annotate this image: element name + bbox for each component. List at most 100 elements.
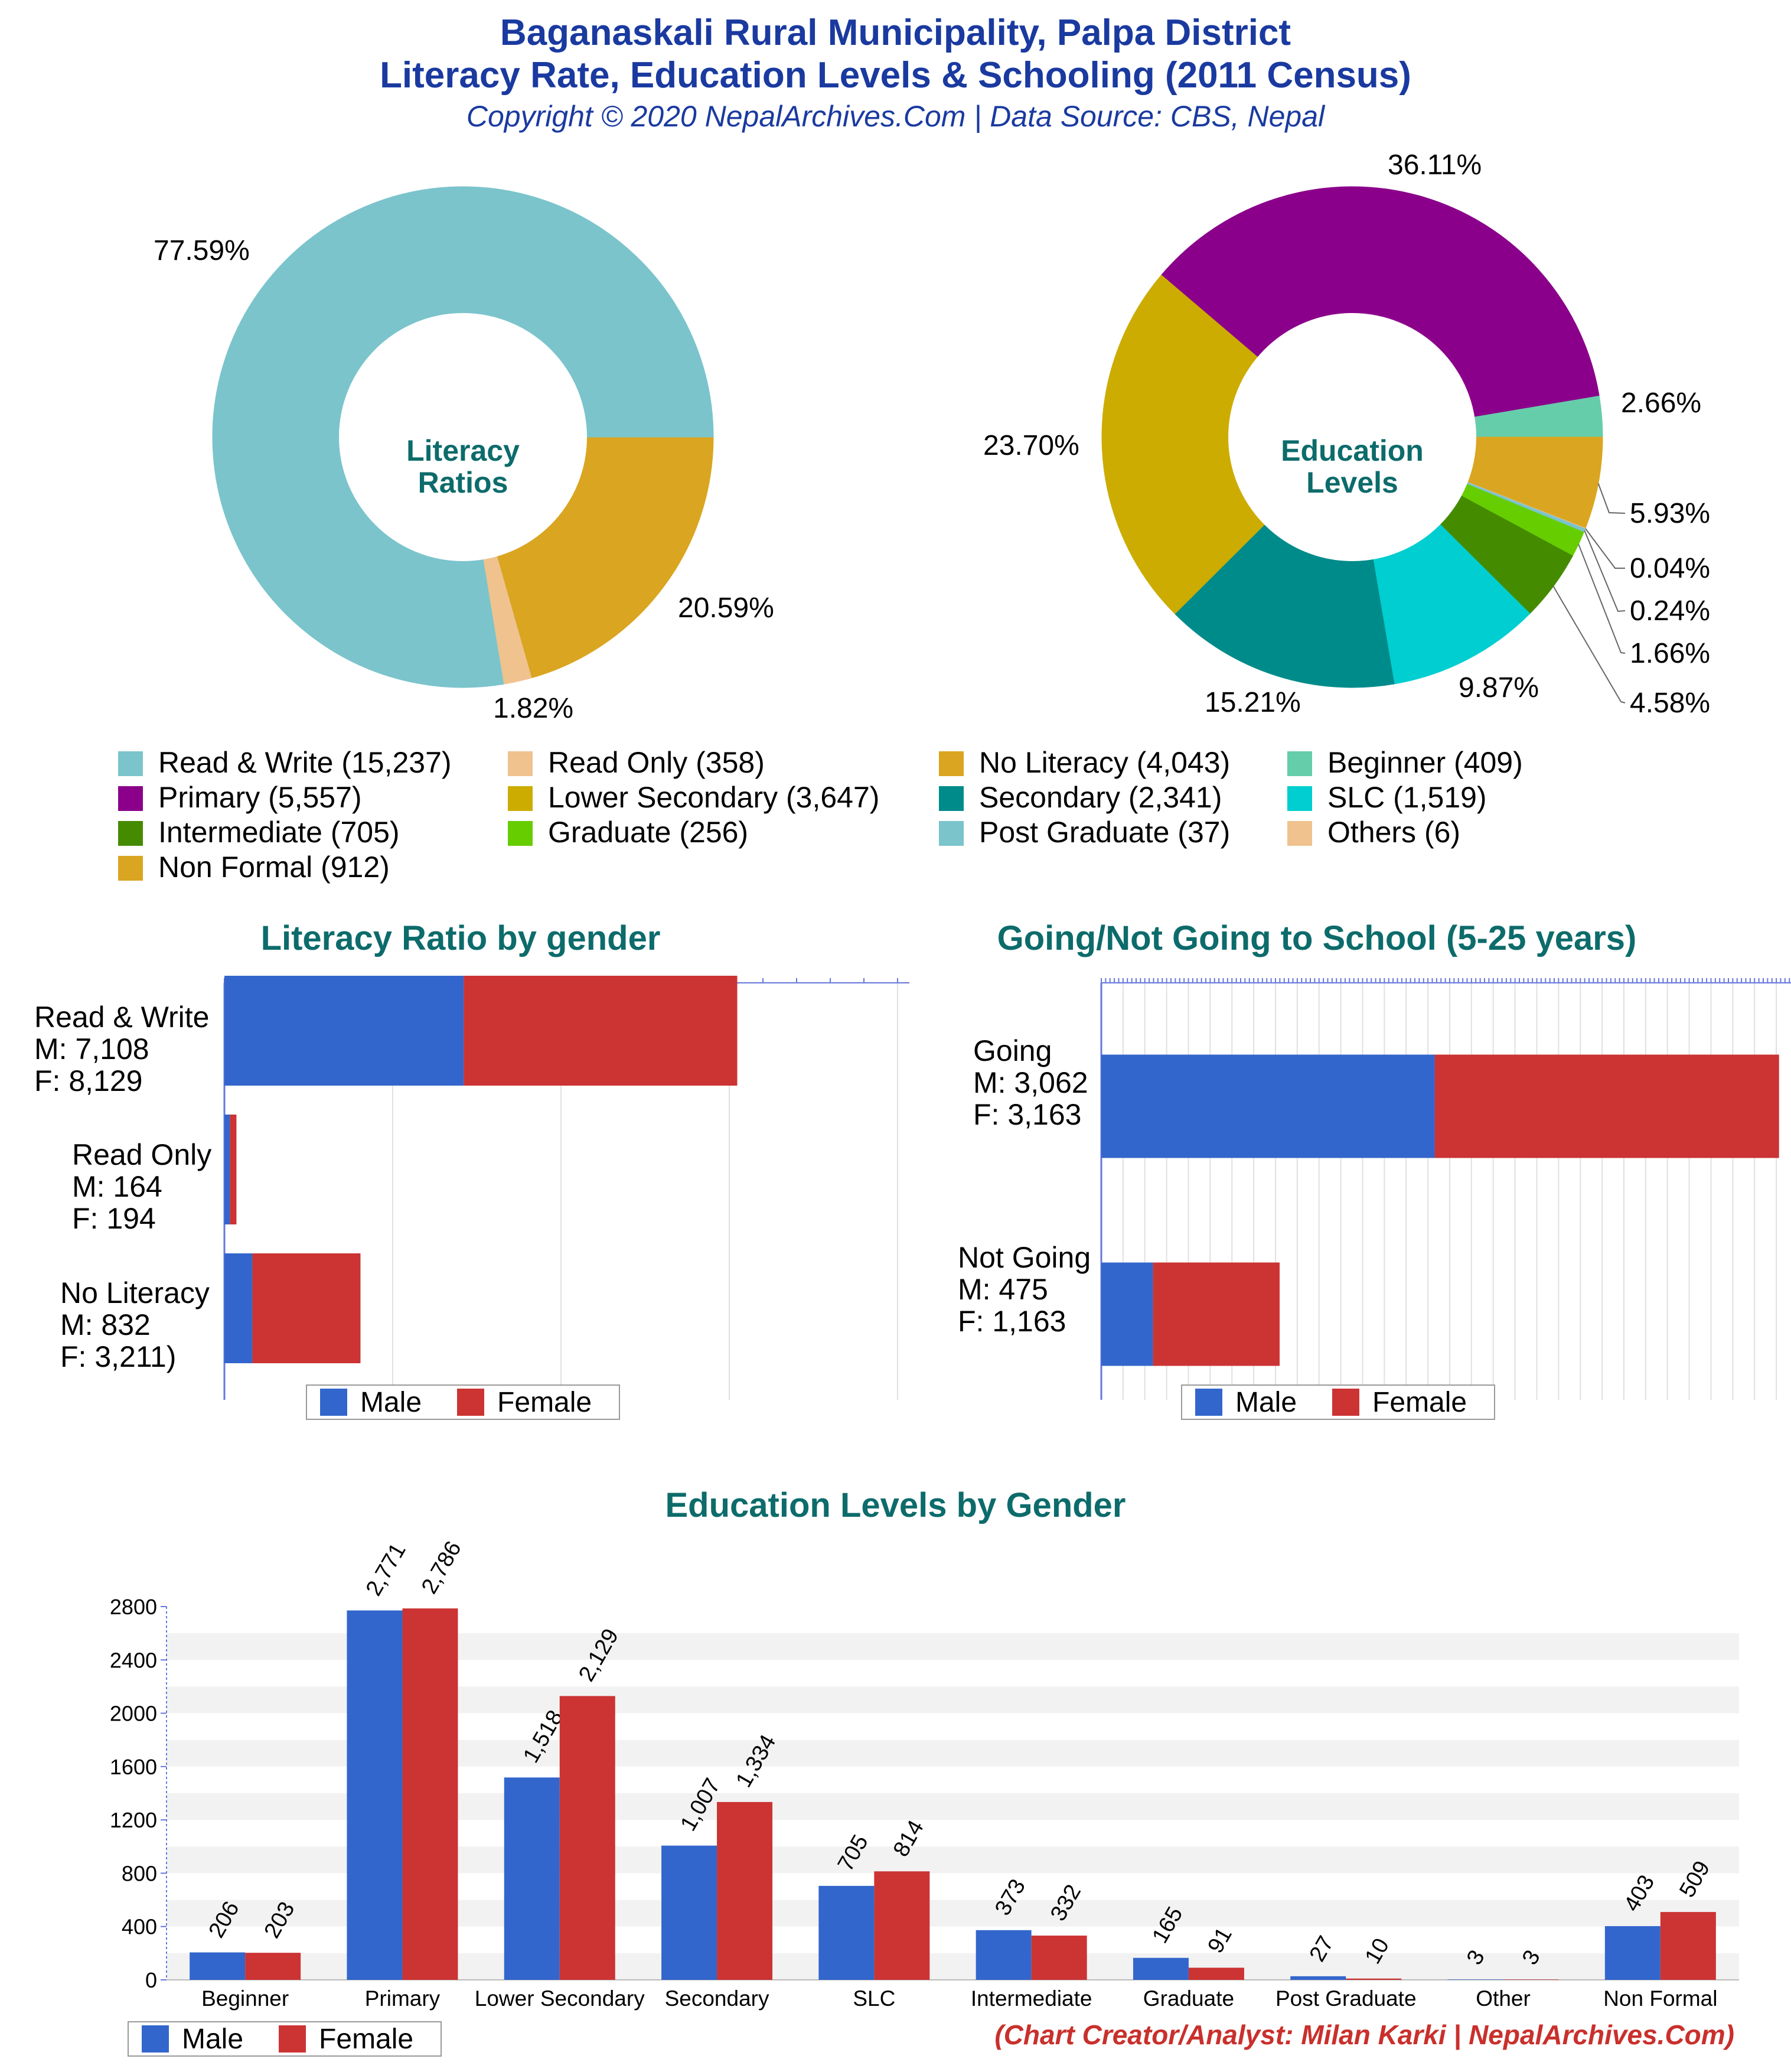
category-label-read-write: Read & Write M: 7,108 F: 8,129 [34,1001,210,1097]
y-tick-label: 2800 [110,1595,157,1619]
slice-label-no-literacy: 20.59% [678,592,774,624]
data-label-female-primary: 2,786 [417,1537,466,1598]
bar-male-intermediate [976,1930,1032,1980]
legend-item-lower-secondary: Lower Secondary (3,647) [508,780,879,815]
bar-male-not-going [1101,1262,1153,1366]
bar-female-primary [402,1608,458,1980]
bar-male-no-literacy [224,1253,253,1363]
legend-swatch [118,856,143,881]
school-going-chart [1100,978,1791,1400]
school-going-title: Going/Not Going to School (5-25 years) [997,919,1637,957]
slice-label-slc: 9.87% [1459,672,1539,703]
bar-male-beginner [190,1952,246,1980]
education-gender-legend: Male Female [128,2021,442,2057]
school-going-legend: Male Female [1181,1384,1495,1420]
x-tick-label-secondary: Secondary [665,1986,769,2011]
legend-label: No Literacy (4,043) [979,746,1231,779]
legend-item-post-graduate: Post Graduate (37) [939,815,1230,849]
category-label-going: Going M: 3,062 F: 3,163 [973,1034,1088,1131]
education-gender-title: Education Levels by Gender [665,1486,1126,1524]
legend-swatch [118,821,143,846]
bar-male-primary [347,1610,403,1980]
legend-label: Graduate (256) [548,816,749,849]
legend-swatch [508,821,533,846]
bar-female-going [1434,1054,1779,1158]
donut-center-label: Ratios [418,466,508,499]
y-tick-label: 2400 [110,1648,157,1672]
x-tick-label-intermediate: Intermediate [971,1986,1092,2011]
bar-female-no-literacy [252,1253,361,1363]
x-tick-label-non-formal: Non Formal [1603,1986,1717,2011]
chart-credit: (Chart Creator/Analyst: Milan Karki | Ne… [994,2019,1734,2050]
leader-line-intermediate [1552,586,1626,703]
bar-female-beginner [245,1953,301,1980]
category-label-not-going: Not Going M: 475 F: 1,163 [958,1241,1091,1338]
category-label-no-literacy: No Literacy M: 832 F: 3,211) [60,1276,210,1373]
data-label-female-graduate: 91 [1203,1923,1237,1957]
bar-male-going [1101,1054,1435,1158]
male-swatch [320,1389,347,1416]
bar-female-post-graduate [1346,1978,1402,1980]
leader-line-non-formal [1597,483,1626,514]
legend-item-primary: Primary (5,557) [118,780,362,815]
bar-female-read-write [464,976,738,1086]
male-legend-label: Male [182,2023,244,2055]
education-levels-donut: 2.66% 5.93% 0.04% 0.24% 1.66% 4.58% 9.87% 15.21… [983,149,1710,719]
legend-swatch [118,786,143,811]
x-tick-label-graduate: Graduate [1143,1986,1234,2011]
legend-label: Primary (5,557) [158,781,362,814]
legend-swatch [939,786,964,811]
legend-item-slc: SLC (1,519) [1287,780,1487,815]
female-legend-label: Female [1372,1386,1467,1418]
bar-female-read-only [230,1115,237,1224]
bar-male-slc [818,1885,875,1980]
legend-label: Secondary (2,341) [979,781,1222,814]
bar-female-non-formal [1660,1912,1716,1980]
female-legend-label: Female [319,2023,414,2055]
x-tick-label-beginner: Beginner [201,1986,289,2011]
y-tick-label: 800 [122,1861,157,1885]
slice-label-non-formal: 5.93% [1630,498,1710,529]
bar-female-intermediate [1031,1936,1087,1980]
legend-label: Lower Secondary (3,647) [548,781,880,814]
legend-swatch [1287,786,1312,811]
donut-hole [339,313,587,561]
leader-line-graduate [1578,544,1626,654]
bar-female-other [1503,1979,1559,1980]
slice-label-others: 0.04% [1630,553,1710,584]
bar-female-lower-secondary [559,1696,615,1980]
slice-label-lower-secondary: 23.70% [983,430,1079,461]
y-tick-label: 2000 [110,1702,157,1726]
donut-center-label: Literacy [406,434,520,467]
slice-label-secondary: 15.21% [1205,687,1301,718]
female-legend-label: Female [497,1386,592,1418]
donut-center-label: Levels [1306,466,1398,499]
bar-male-graduate [1133,1957,1189,1980]
bar-female-not-going [1153,1262,1280,1366]
legend-swatch [508,786,533,811]
slice-label-read-write: 77.59% [154,235,250,266]
bar-male-post-graduate [1290,1976,1346,1980]
legend-swatch [1287,821,1312,846]
x-tick-label-slc: SLC [853,1986,895,2011]
legend-item-read-write: Read & Write (15,237) [118,745,452,780]
bar-male-lower-secondary [504,1777,560,1980]
legend-swatch [1287,751,1312,776]
legend-item-beginner: Beginner (409) [1287,745,1523,780]
literacy-gender-legend: Male Female [306,1384,620,1420]
legend-item-read-only: Read Only (358) [508,745,765,780]
legend-item-secondary: Secondary (2,341) [939,780,1222,815]
x-tick-label-post-graduate: Post Graduate [1275,1986,1417,2011]
legend-label: SLC (1,519) [1327,781,1487,814]
y-tick-label: 1600 [110,1755,157,1779]
bar-female-graduate [1188,1967,1244,1980]
legend-label: Read & Write (15,237) [158,746,452,779]
legend-item-intermediate: Intermediate (705) [118,815,400,849]
legend-label: Beginner (409) [1327,746,1523,779]
legend-swatch [939,821,964,846]
data-label-male-primary: 2,771 [361,1539,411,1600]
bar-male-non-formal [1604,1926,1660,1980]
category-label-read-only: Read Only M: 164 F: 194 [72,1138,212,1235]
